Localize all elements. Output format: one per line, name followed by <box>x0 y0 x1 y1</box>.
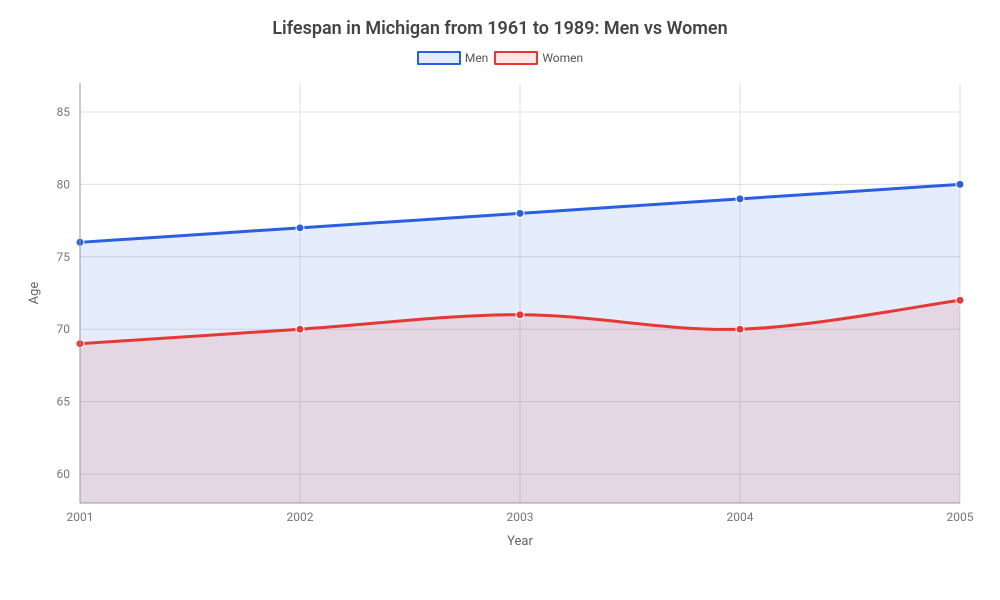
x-tick-label: 2005 <box>947 510 974 524</box>
legend-item-men[interactable]: Men <box>417 51 488 65</box>
y-tick-label: 80 <box>57 177 71 191</box>
chart-title: Lifespan in Michigan from 1961 to 1989: … <box>272 18 727 39</box>
x-axis-label: Year <box>507 534 533 549</box>
series-marker-0-4[interactable] <box>956 180 964 188</box>
series-marker-1-3[interactable] <box>736 325 744 333</box>
x-tick-label: 2004 <box>727 510 754 524</box>
series-marker-0-2[interactable] <box>516 209 524 217</box>
chart-legend: Men Women <box>417 51 583 65</box>
y-tick-label: 65 <box>57 395 71 409</box>
y-tick-label: 60 <box>57 467 71 481</box>
y-tick-label: 75 <box>57 250 71 264</box>
chart-svg: 60 65 70 75 80 85 2001 2002 2003 2004 2005 Age Year <box>20 73 980 553</box>
y-axis-label: Age <box>27 282 42 305</box>
series-marker-1-4[interactable] <box>956 296 964 304</box>
y-tick-label: 85 <box>57 105 71 119</box>
legend-label-women: Women <box>542 51 583 65</box>
y-tick-label: 70 <box>57 322 71 336</box>
series-marker-0-1[interactable] <box>296 224 304 232</box>
x-tick-label: 2002 <box>287 510 314 524</box>
series-marker-1-1[interactable] <box>296 325 304 333</box>
legend-swatch-women <box>494 51 538 65</box>
series-marker-0-3[interactable] <box>736 195 744 203</box>
series-marker-1-2[interactable] <box>516 311 524 319</box>
legend-swatch-men <box>417 51 461 65</box>
x-tick-label: 2003 <box>507 510 534 524</box>
x-tick-label: 2001 <box>67 510 94 524</box>
legend-item-women[interactable]: Women <box>494 51 583 65</box>
chart-area: 60 65 70 75 80 85 2001 2002 2003 2004 2005 Age Year <box>20 73 980 573</box>
legend-label-men: Men <box>465 51 488 65</box>
